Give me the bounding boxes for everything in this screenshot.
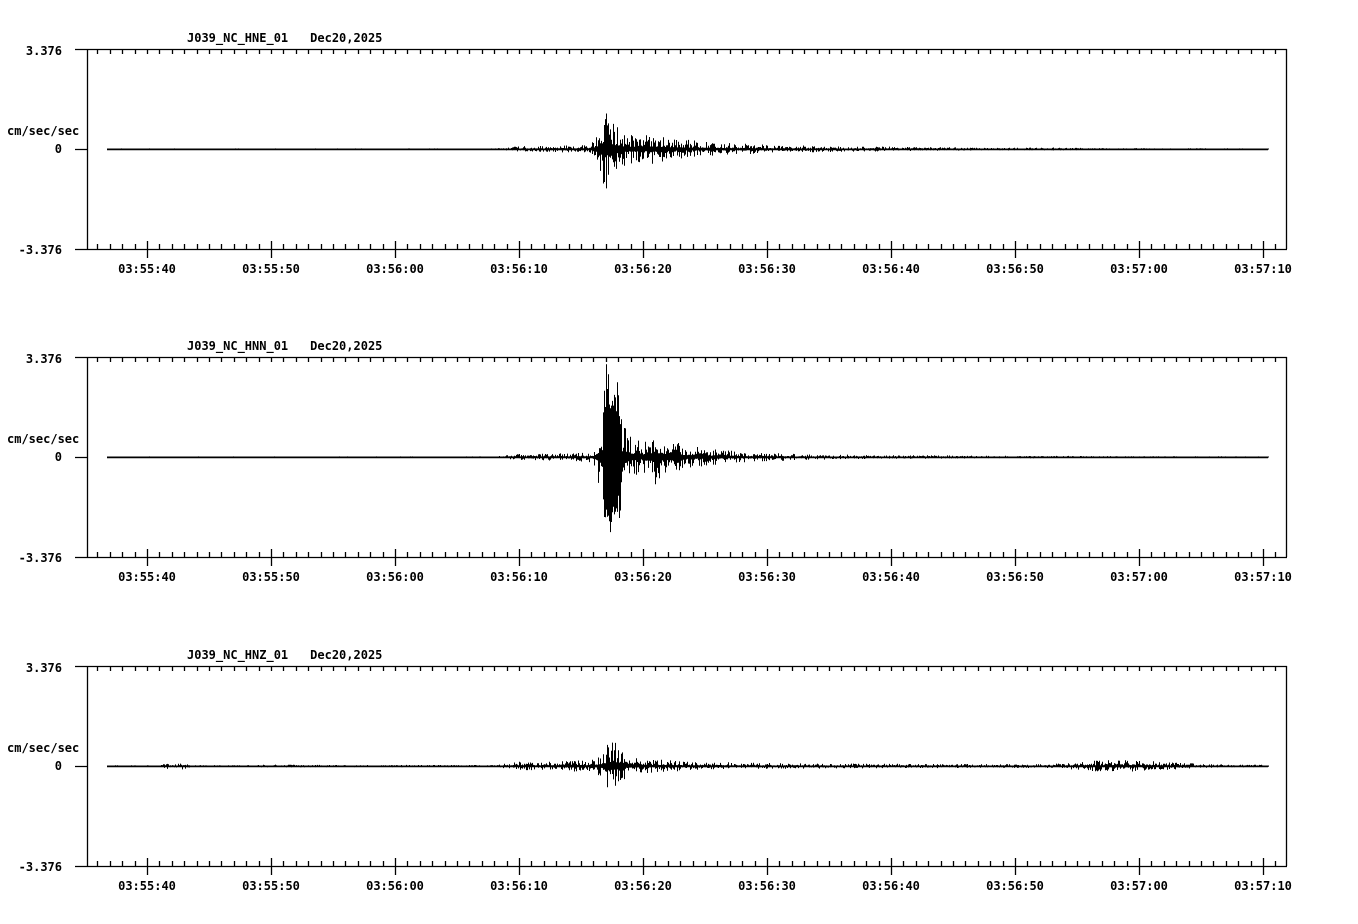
plot-path bbox=[107, 364, 1269, 533]
plot-path bbox=[107, 113, 1269, 189]
plot-path bbox=[75, 356, 1288, 566]
plot-path bbox=[107, 742, 1269, 788]
plot-path bbox=[75, 665, 1288, 875]
plot-path bbox=[75, 48, 1288, 258]
